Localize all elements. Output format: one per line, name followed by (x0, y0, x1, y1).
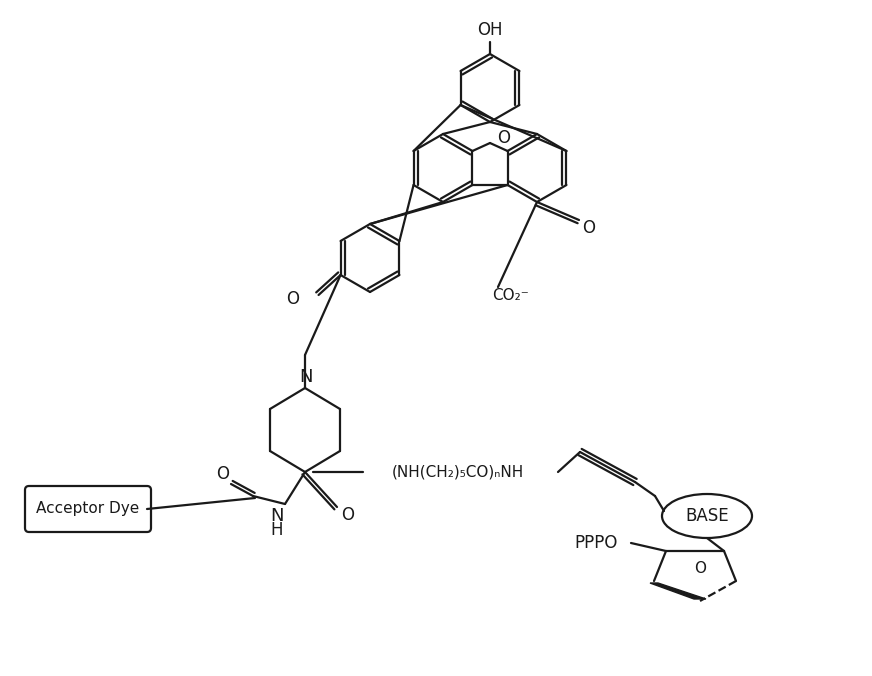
Text: N: N (270, 507, 283, 525)
Polygon shape (650, 583, 706, 599)
Text: PPPO: PPPO (575, 534, 617, 552)
Text: O: O (286, 290, 299, 308)
Text: OH: OH (477, 21, 503, 39)
Text: N: N (299, 368, 313, 386)
Text: O: O (694, 561, 706, 576)
Text: H: H (270, 521, 283, 539)
Text: O: O (216, 465, 229, 483)
FancyBboxPatch shape (25, 486, 151, 532)
Text: BASE: BASE (685, 507, 729, 525)
Text: Acceptor Dye: Acceptor Dye (37, 502, 140, 516)
Text: O: O (582, 219, 596, 237)
Text: O: O (342, 506, 355, 524)
Text: O: O (498, 129, 510, 147)
Text: CO₂⁻: CO₂⁻ (492, 287, 528, 302)
Ellipse shape (662, 494, 752, 538)
Text: (NH(CH₂)₅CO)ₙNH: (NH(CH₂)₅CO)ₙNH (392, 464, 524, 479)
